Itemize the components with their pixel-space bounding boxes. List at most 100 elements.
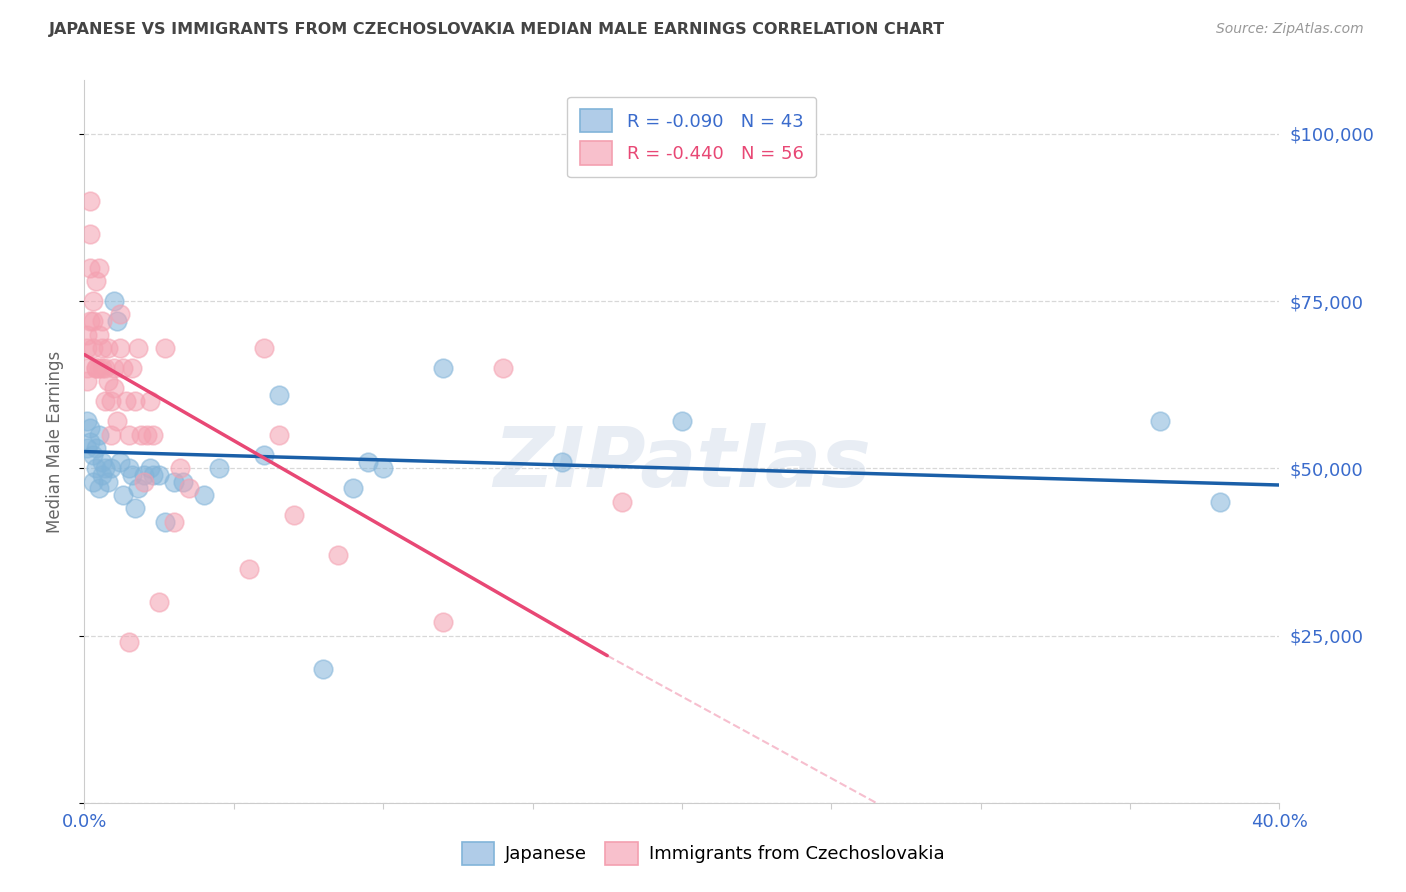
- Text: JAPANESE VS IMMIGRANTS FROM CZECHOSLOVAKIA MEDIAN MALE EARNINGS CORRELATION CHAR: JAPANESE VS IMMIGRANTS FROM CZECHOSLOVAK…: [49, 22, 945, 37]
- Text: Source: ZipAtlas.com: Source: ZipAtlas.com: [1216, 22, 1364, 37]
- Point: [148, 467, 170, 482]
- Point: [97, 475, 120, 489]
- Point: [169, 461, 191, 475]
- Point: [94, 461, 117, 475]
- Point: [148, 595, 170, 609]
- Point: [89, 260, 111, 275]
- Point: [86, 274, 108, 288]
- Point: [91, 454, 114, 469]
- Point: [142, 467, 165, 482]
- Point: [124, 394, 146, 409]
- Point: [79, 227, 101, 241]
- Point: [94, 394, 117, 409]
- Point: [328, 548, 350, 563]
- Point: [82, 341, 104, 355]
- Point: [118, 461, 141, 475]
- Point: [253, 448, 276, 462]
- Point: [86, 361, 108, 376]
- Point: [551, 454, 574, 469]
- Point: [91, 341, 114, 355]
- Point: [100, 427, 122, 442]
- Point: [671, 414, 693, 428]
- Point: [79, 421, 101, 435]
- Point: [127, 341, 149, 355]
- Point: [132, 467, 156, 482]
- Point: [163, 515, 186, 529]
- Point: [121, 361, 143, 376]
- Point: [97, 341, 120, 355]
- Point: [79, 260, 101, 275]
- Point: [432, 361, 454, 376]
- Point: [97, 375, 120, 389]
- Point: [238, 562, 260, 576]
- Point: [86, 461, 108, 475]
- Point: [76, 414, 98, 428]
- Point: [492, 361, 515, 376]
- Point: [76, 375, 98, 389]
- Point: [283, 508, 305, 523]
- Point: [82, 314, 104, 328]
- Point: [432, 615, 454, 630]
- Point: [89, 427, 111, 442]
- Point: [76, 327, 98, 342]
- Y-axis label: Median Male Earnings: Median Male Earnings: [45, 351, 63, 533]
- Point: [110, 307, 132, 321]
- Point: [82, 293, 104, 308]
- Point: [76, 441, 98, 455]
- Point: [105, 314, 128, 328]
- Point: [89, 327, 111, 342]
- Point: [112, 488, 135, 502]
- Point: [103, 381, 125, 395]
- Point: [124, 501, 146, 516]
- Point: [91, 467, 114, 482]
- Point: [139, 394, 162, 409]
- Point: [342, 482, 364, 496]
- Point: [115, 394, 138, 409]
- Point: [103, 361, 125, 376]
- Point: [86, 441, 108, 455]
- Point: [132, 475, 156, 489]
- Point: [127, 482, 149, 496]
- Point: [118, 635, 141, 649]
- Point: [79, 434, 101, 449]
- Point: [129, 427, 152, 442]
- Text: ZIPatlas: ZIPatlas: [494, 423, 870, 504]
- Point: [153, 515, 176, 529]
- Legend: R = -0.090   N = 43, R = -0.440   N = 56: R = -0.090 N = 43, R = -0.440 N = 56: [567, 96, 817, 178]
- Point: [82, 448, 104, 462]
- Point: [112, 361, 135, 376]
- Point: [110, 341, 132, 355]
- Point: [1149, 414, 1171, 428]
- Point: [121, 467, 143, 482]
- Point: [177, 482, 200, 496]
- Point: [110, 454, 132, 469]
- Point: [82, 475, 104, 489]
- Point: [193, 488, 215, 502]
- Point: [153, 341, 176, 355]
- Point: [79, 314, 101, 328]
- Point: [100, 394, 122, 409]
- Point: [94, 361, 117, 376]
- Point: [103, 293, 125, 308]
- Point: [312, 662, 335, 676]
- Point: [89, 482, 111, 496]
- Point: [612, 494, 634, 508]
- Point: [105, 414, 128, 428]
- Point: [76, 341, 98, 355]
- Point: [357, 454, 380, 469]
- Point: [142, 427, 165, 442]
- Point: [1209, 494, 1232, 508]
- Point: [172, 475, 194, 489]
- Point: [118, 427, 141, 442]
- Point: [139, 461, 162, 475]
- Point: [91, 361, 114, 376]
- Legend: Japanese, Immigrants from Czechoslovakia: Japanese, Immigrants from Czechoslovakia: [454, 835, 952, 872]
- Point: [86, 361, 108, 376]
- Point: [79, 194, 101, 208]
- Point: [267, 387, 290, 401]
- Point: [89, 361, 111, 376]
- Point: [208, 461, 231, 475]
- Point: [373, 461, 395, 475]
- Point: [253, 341, 276, 355]
- Point: [76, 361, 98, 376]
